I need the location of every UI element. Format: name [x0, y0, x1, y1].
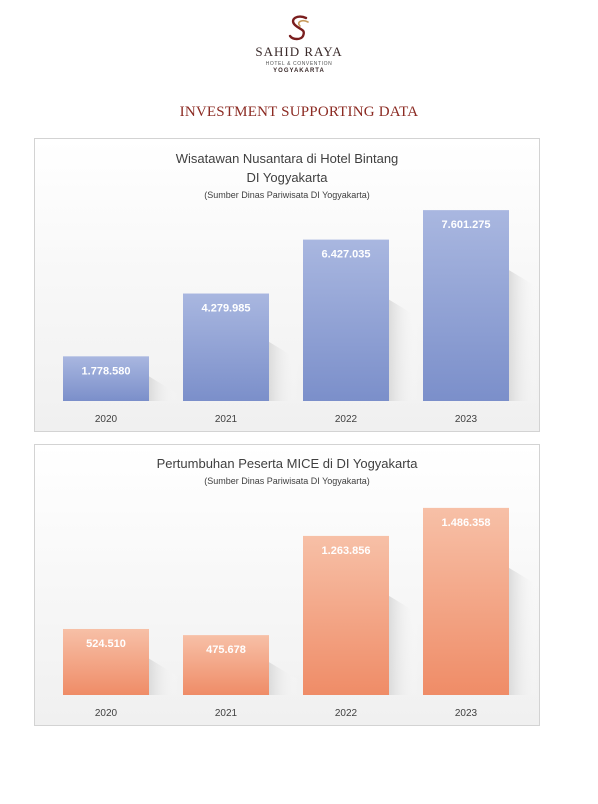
- bar-shadow: [149, 376, 179, 401]
- data-label-2022: 1.263.856: [322, 545, 371, 557]
- bar-shadow: [389, 595, 419, 695]
- bar-shadow: [509, 270, 539, 401]
- data-label-2022: 6.427.035: [322, 249, 371, 261]
- bar-shadow: [509, 567, 539, 695]
- chart-subtitle: (Sumber Dinas Pariwisata DI Yogyakarta): [204, 476, 370, 486]
- x-tick-label-2022: 2022: [335, 708, 358, 719]
- bar-2023: [423, 210, 509, 401]
- bar-shadow: [269, 341, 299, 401]
- chart-wisatawan-nusantara-svg: Wisatawan Nusantara di Hotel Bintang DI …: [35, 139, 539, 431]
- x-tick-label-2022: 2022: [335, 414, 358, 425]
- x-tick-label-2020: 2020: [95, 414, 118, 425]
- bar-2020: [63, 628, 149, 695]
- chart-title-line-1: Wisatawan Nusantara di Hotel Bintang: [176, 151, 399, 166]
- hotel-logo: SAHID RAYA HOTEL & CONVENTION YOGYAKARTA: [0, 12, 598, 74]
- chart-subtitle: (Sumber Dinas Pariwisata DI Yogyakarta): [204, 190, 370, 200]
- bar-2021: [183, 293, 269, 401]
- data-label-2023: 1.486.358: [442, 517, 491, 529]
- logo-name: SAHID RAYA: [255, 44, 343, 59]
- chart-peserta-mice-svg: Pertumbuhan Peserta MICE di DI Yogyakart…: [35, 445, 539, 725]
- data-label-2023: 7.601.275: [442, 219, 491, 231]
- bar-shadow: [389, 299, 419, 401]
- bar-2021: [183, 635, 269, 695]
- x-tick-label-2023: 2023: [455, 708, 478, 719]
- bar-shadow: [269, 662, 299, 695]
- x-tick-label-2021: 2021: [215, 708, 238, 719]
- chart-peserta-mice: Pertumbuhan Peserta MICE di DI Yogyakart…: [34, 444, 540, 726]
- data-label-2020: 524.510: [86, 638, 126, 650]
- sahid-emblem-icon: [288, 15, 309, 41]
- data-label-2021: 475.678: [206, 644, 246, 656]
- data-label-2020: 1.778.580: [82, 365, 131, 377]
- logo-subtitle: HOTEL & CONVENTION: [265, 61, 333, 67]
- bar-2023: [423, 507, 509, 695]
- bar-shadow: [149, 658, 179, 695]
- chart-title-line-2: DI Yogyakarta: [247, 170, 329, 185]
- data-label-2021: 4.279.985: [202, 303, 251, 315]
- x-tick-label-2023: 2023: [455, 414, 478, 425]
- x-tick-label-2020: 2020: [95, 708, 118, 719]
- chart-wisatawan-nusantara: Wisatawan Nusantara di Hotel Bintang DI …: [34, 138, 540, 432]
- bar-2022: [303, 239, 389, 401]
- chart-title-line-1: Pertumbuhan Peserta MICE di DI Yogyakart…: [157, 456, 419, 471]
- bar-2020: [63, 356, 149, 401]
- x-tick-label-2021: 2021: [215, 414, 238, 425]
- logo-city: YOGYAKARTA: [273, 68, 325, 74]
- bar-2022: [303, 535, 389, 695]
- page-title: INVESTMENT SUPPORTING DATA: [179, 104, 419, 120]
